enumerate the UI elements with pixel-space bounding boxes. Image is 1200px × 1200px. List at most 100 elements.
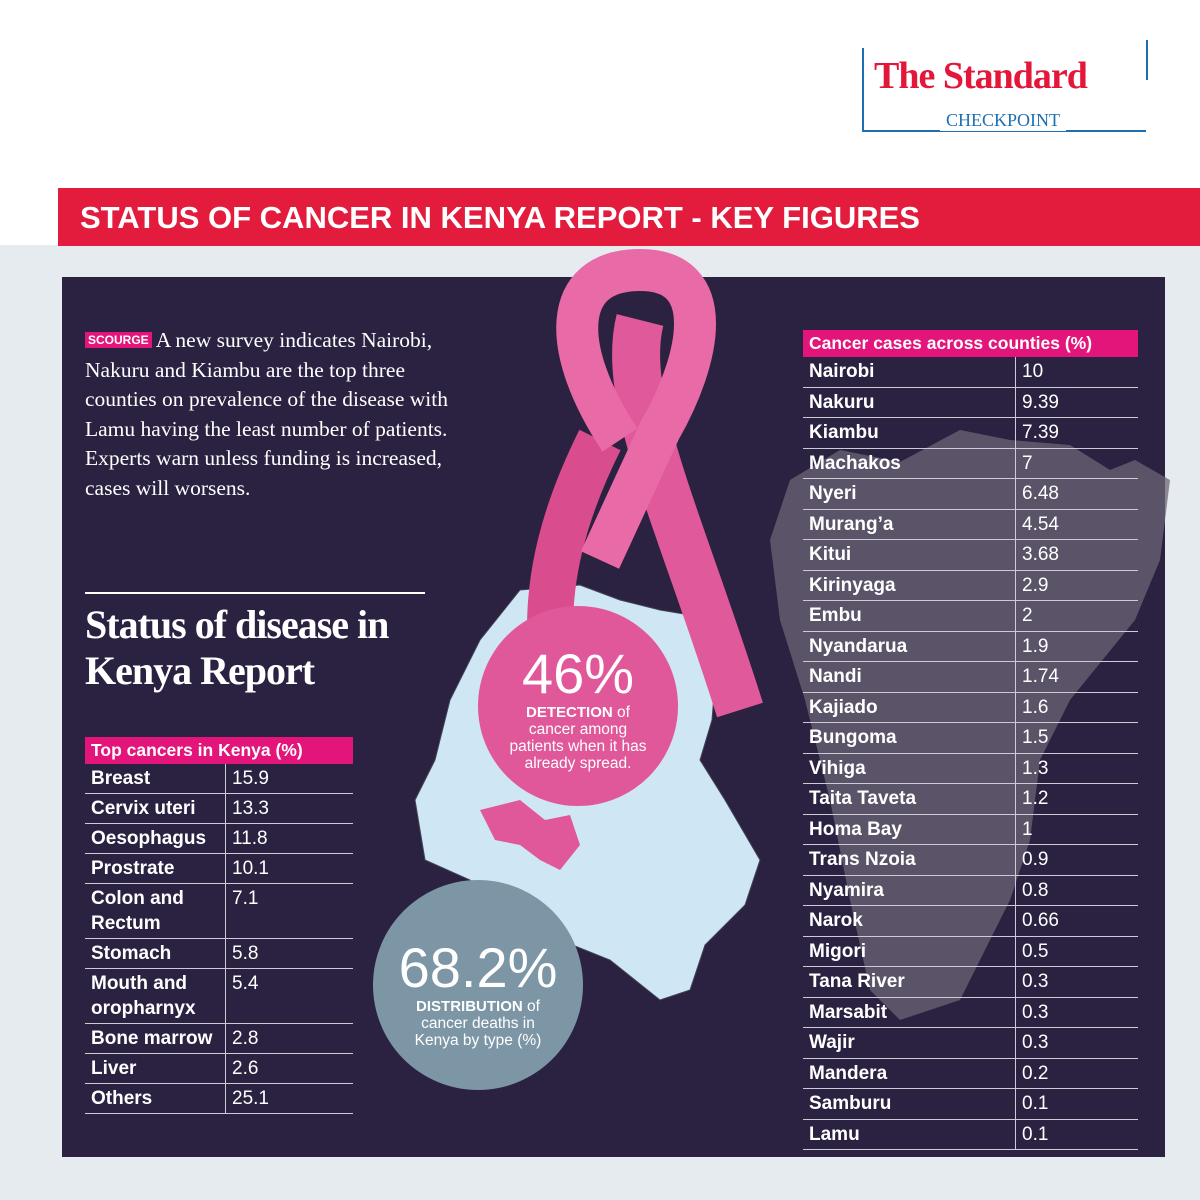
table-title: Cancer cases across counties (%) <box>803 330 1138 357</box>
row-label: Nyeri <box>803 478 1016 510</box>
table-row: Marsabit 0.3 <box>803 997 1138 1028</box>
row-label: Vihiga <box>803 753 1016 784</box>
table-row: Nyandarua 1.9 <box>803 631 1138 662</box>
stat-value: 46% <box>521 642 635 705</box>
row-label: Mandera <box>803 1058 1016 1089</box>
table-row: Others 25.1 <box>85 1083 353 1114</box>
table-row: Nairobi 10 <box>803 357 1138 388</box>
table-row: Colon and Rectum 7.1 <box>85 883 353 939</box>
intro-text: A new survey indicates Nairobi, Nakuru a… <box>85 328 448 500</box>
table-row: Breast 15.9 <box>85 764 353 794</box>
row-value: 1.9 <box>1015 631 1138 662</box>
title: STATUS OF CANCER IN KENYA REPORT - KEY F… <box>58 188 1200 246</box>
row-value: 7.1 <box>225 883 353 939</box>
table-row: Oesophagus 11.8 <box>85 823 353 854</box>
stat-label: DISTRIBUTION <box>416 998 523 1015</box>
row-value: 0.9 <box>1015 844 1138 876</box>
row-label: Colon and Rectum <box>85 883 226 939</box>
stat-text: DISTRIBUTION of cancer deaths in Kenya b… <box>373 998 583 1049</box>
row-label: Tana River <box>803 966 1016 998</box>
row-value: 10 <box>1015 357 1138 388</box>
row-label: Bungoma <box>803 722 1016 754</box>
row-label: Homa Bay <box>803 814 1016 845</box>
table-row: Prostrate 10.1 <box>85 853 353 884</box>
row-value: 15.9 <box>225 764 353 794</box>
rule <box>85 592 425 594</box>
row-label: Kirinyaga <box>803 570 1016 601</box>
row-label: Nyandarua <box>803 631 1016 662</box>
ribbon-loop <box>556 248 716 569</box>
row-value: 6.48 <box>1015 478 1138 510</box>
row-label: Nakuru <box>803 387 1016 418</box>
table-row: Samburu 0.1 <box>803 1088 1138 1120</box>
row-label: Murang’a <box>803 509 1016 540</box>
logo: The Standard CHECKPOINT <box>862 40 1148 132</box>
header-row: Top cancers in Kenya (%) <box>85 737 353 764</box>
row-value: 0.3 <box>1015 997 1138 1028</box>
table-row: Kiambu 7.39 <box>803 417 1138 449</box>
table-row: Taita Taveta 1.2 <box>803 783 1138 815</box>
row-value: 2.6 <box>225 1053 353 1084</box>
table-row: Bungoma 1.5 <box>803 722 1138 754</box>
header-row: Cancer cases across counties (%) <box>803 330 1138 357</box>
logo-rule <box>1146 40 1148 80</box>
table-row: Lamu 0.1 <box>803 1119 1138 1150</box>
row-value: 1.6 <box>1015 692 1138 723</box>
table-row: Tana River 0.3 <box>803 966 1138 998</box>
row-label: Mouth and oropharnyx <box>85 968 226 1024</box>
table-row: Homa Bay 1 <box>803 814 1138 845</box>
table-row: Kajiado 1.6 <box>803 692 1138 723</box>
intro: SCOURGE A new survey indicates Nairobi, N… <box>85 326 465 503</box>
row-value: 0.1 <box>1015 1088 1138 1120</box>
row-value: 7.39 <box>1015 417 1138 449</box>
row-label: Breast <box>85 764 226 794</box>
row-value: 5.4 <box>225 968 353 1024</box>
kenya-highlight <box>480 800 580 870</box>
table-row: Nakuru 9.39 <box>803 387 1138 418</box>
table-row: Mouth and oropharnyx 5.4 <box>85 968 353 1024</box>
row-value: 0.2 <box>1015 1058 1138 1089</box>
row-label: Trans Nzoia <box>803 844 1016 876</box>
stat-circle: 68.2% DISTRIBUTION of cancer deaths in K… <box>373 880 583 1090</box>
stat-label: DETECTION <box>526 704 613 721</box>
table-row: Kirinyaga 2.9 <box>803 570 1138 601</box>
stat-desc: of cancer deaths in Kenya by type (%) <box>414 998 542 1049</box>
row-value: 1.3 <box>1015 753 1138 784</box>
counties-table: Cancer cases across counties (%) Nairobi 1… <box>803 330 1138 1150</box>
stat-desc: of cancer among patients when it has alr… <box>509 704 647 772</box>
stat-circle: 46% DETECTION of cancer among patients w… <box>478 606 678 806</box>
row-label: Taita Taveta <box>803 783 1016 815</box>
row-label: Cervix uteri <box>85 793 226 824</box>
brand-second: Standard <box>942 55 1088 97</box>
row-value: 2 <box>1015 600 1138 632</box>
top-cancers-table: Top cancers in Kenya (%) Breast 15.9 Cervix… <box>85 737 353 1114</box>
row-value: 2.9 <box>1015 570 1138 601</box>
table-row: Liver 2.6 <box>85 1053 353 1084</box>
table-row: Narok 0.66 <box>803 905 1138 937</box>
row-value: 0.8 <box>1015 875 1138 906</box>
row-label: Oesophagus <box>85 823 226 854</box>
row-label: Bone marrow <box>85 1023 226 1054</box>
row-value: 0.1 <box>1015 1119 1138 1150</box>
row-value: 13.3 <box>225 793 353 824</box>
row-value: 1 <box>1015 814 1138 845</box>
table-row: Vihiga 1.3 <box>803 753 1138 784</box>
row-value: 0.3 <box>1015 1027 1138 1059</box>
row-value: 0.5 <box>1015 936 1138 967</box>
row-label: Embu <box>803 600 1016 632</box>
row-label: Samburu <box>803 1088 1016 1120</box>
row-label: Others <box>85 1083 226 1114</box>
row-label: Prostrate <box>85 853 226 884</box>
row-label: Kiambu <box>803 417 1016 449</box>
intro-tag: SCOURGE <box>85 332 152 348</box>
table-row: Bone marrow 2.8 <box>85 1023 353 1054</box>
stat-text: DETECTION of cancer among patients when … <box>478 704 678 772</box>
row-value: 0.3 <box>1015 966 1138 998</box>
row-label: Migori <box>803 936 1016 967</box>
row-label: Wajir <box>803 1027 1016 1059</box>
row-value: 4.54 <box>1015 509 1138 540</box>
row-value: 1.74 <box>1015 661 1138 693</box>
row-value: 25.1 <box>225 1083 353 1114</box>
row-value: 7 <box>1015 448 1138 479</box>
